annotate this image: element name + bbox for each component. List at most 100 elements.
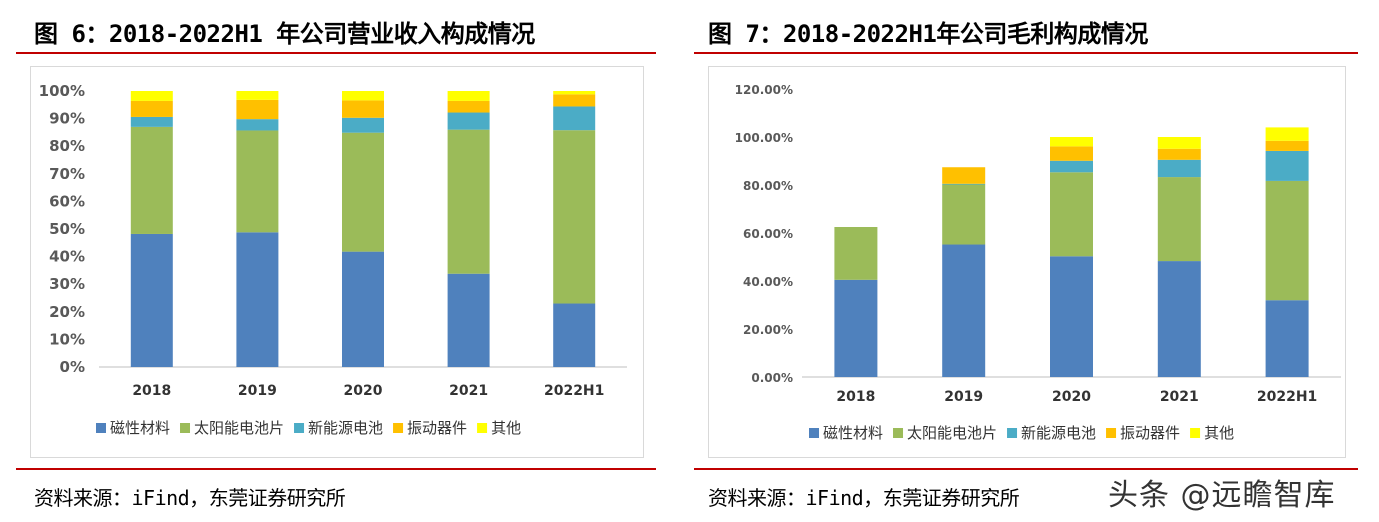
bar-segment: [1265, 150, 1309, 181]
bar-segment: [942, 184, 986, 245]
legend-label: 磁性材料: [823, 424, 883, 442]
legend-swatch: [393, 423, 404, 433]
y-tick-label: 50%: [49, 220, 85, 238]
y-tick-label: 40%: [49, 248, 85, 266]
y-tick-label: 80.00%: [743, 179, 793, 193]
bar-segment: [553, 106, 596, 131]
legend-swatch: [294, 423, 305, 433]
x-tick-label: 2018: [836, 389, 875, 405]
y-tick-label: 100.00%: [735, 131, 793, 145]
legend-swatch: [180, 423, 191, 433]
revenue-stacked-bar-chart: 0% 10% 20% 30% 40% 50% 60% 70% 80% 90% 100% 2018 201…: [39, 82, 627, 437]
legend-label: 新能源电池: [308, 419, 383, 437]
bar-segment: [1157, 148, 1201, 160]
y-tick-label: 20%: [49, 303, 85, 321]
legend-swatch: [893, 428, 904, 438]
revenue-figure-panel: 图 6：2018-2022H1 年公司营业收入构成情况 0% 10% 20% 30% 4…: [0, 0, 670, 522]
bar-segment: [1157, 261, 1201, 377]
x-tick-label: 2020: [1052, 389, 1091, 405]
bar-segment: [447, 91, 490, 101]
y-tick-label: 70%: [49, 165, 85, 183]
legend-label: 磁性材料: [110, 419, 170, 437]
bar-segment: [447, 100, 490, 113]
title-rule: [694, 52, 1358, 54]
bar-segment: [130, 116, 173, 127]
x-tick-label: 2019: [944, 389, 983, 405]
bar-segment: [553, 94, 596, 107]
x-tick-label: 2018: [132, 383, 171, 399]
legend-label: 太阳能电池片: [194, 419, 284, 437]
bar-segment: [1157, 159, 1201, 178]
y-tick-label: 10%: [49, 330, 85, 348]
bar-segment: [130, 100, 173, 117]
bar-segment: [342, 132, 384, 252]
source-rule: [16, 468, 656, 470]
legend-swatch: [96, 423, 106, 433]
bar-segment: [1265, 127, 1309, 141]
y-tick-label: 90%: [49, 110, 85, 128]
title-rule: [16, 52, 656, 54]
bar-segment: [1050, 256, 1093, 377]
legend-label: 其他: [491, 419, 521, 437]
bar-segment: [342, 100, 384, 118]
bar-segment: [130, 126, 173, 234]
bar-segment: [834, 227, 878, 280]
legend-label: 振动器件: [1120, 424, 1180, 442]
y-tick-label: 100%: [39, 82, 85, 100]
bar-segment: [130, 233, 173, 367]
bar-segment: [130, 91, 173, 101]
legend-swatch: [809, 428, 819, 438]
y-tick-label: 120.00%: [735, 83, 793, 97]
watermark-text: 头条 @远瞻智库: [1108, 478, 1336, 513]
bar-segment: [1265, 300, 1309, 377]
y-tick-label: 80%: [49, 137, 85, 155]
gross-profit-stacked-bar-chart: 0.00% 20.00% 40.00% 60.00% 80.00% 100.00% 120.…: [735, 83, 1341, 442]
y-tick-label: 40.00%: [743, 275, 793, 289]
y-tick-label: 0%: [60, 358, 85, 376]
bar-segment: [236, 99, 279, 120]
bar-segment: [553, 303, 596, 367]
bar-segment: [236, 119, 279, 131]
bar-segment: [236, 232, 279, 367]
revenue-chart-frame: 0% 10% 20% 30% 40% 50% 60% 70% 80% 90% 100% 2018 201…: [30, 66, 644, 458]
source-note: 资料来源：iFind，东莞证券研究所: [708, 486, 1020, 510]
source-note: 资料来源：iFind，东莞证券研究所: [34, 486, 346, 510]
y-tick-label: 60.00%: [743, 227, 793, 241]
bar-segment: [342, 91, 384, 101]
x-tick-label: 2021: [449, 383, 488, 399]
bar-segment: [342, 251, 384, 367]
bar-segment: [834, 279, 878, 377]
x-tick-label: 2022H1: [1257, 389, 1317, 405]
x-tick-label: 2021: [1160, 389, 1199, 405]
y-tick-label: 30%: [49, 275, 85, 293]
legend-swatch: [477, 423, 488, 433]
bar-segment: [1050, 172, 1093, 257]
bar-segment: [942, 167, 986, 184]
y-tick-label: 20.00%: [743, 323, 793, 337]
gross-profit-chart-frame: 0.00% 20.00% 40.00% 60.00% 80.00% 100.00% 120.…: [708, 66, 1346, 458]
bar-segment: [1050, 146, 1093, 161]
legend-swatch: [1007, 428, 1018, 438]
x-tick-label: 2019: [238, 383, 277, 399]
bar-segment: [1265, 180, 1309, 301]
y-tick-label: 60%: [49, 192, 85, 210]
bar-segment: [942, 183, 986, 185]
bar-segment: [447, 273, 490, 367]
y-tick-label: 0.00%: [751, 371, 793, 385]
bar-segment: [1157, 177, 1201, 262]
bar-segment: [447, 129, 490, 274]
legend-label: 太阳能电池片: [907, 424, 997, 442]
x-tick-label: 2020: [344, 383, 383, 399]
bar-segment: [236, 130, 279, 233]
bar-segment: [1050, 137, 1093, 147]
bar-segment: [942, 244, 986, 377]
x-tick-label: 2022H1: [544, 383, 604, 399]
bar-segment: [447, 112, 490, 130]
bar-segment: [553, 130, 596, 304]
legend-swatch: [1190, 428, 1201, 438]
source-rule: [694, 468, 1358, 470]
legend-label: 振动器件: [407, 419, 467, 437]
gross-profit-figure-panel: 图 7：2018-2022H1年公司毛利构成情况 0.00% 20.00% 40.0…: [690, 0, 1379, 522]
legend-label: 新能源电池: [1021, 424, 1096, 442]
bar-segment: [553, 91, 596, 95]
